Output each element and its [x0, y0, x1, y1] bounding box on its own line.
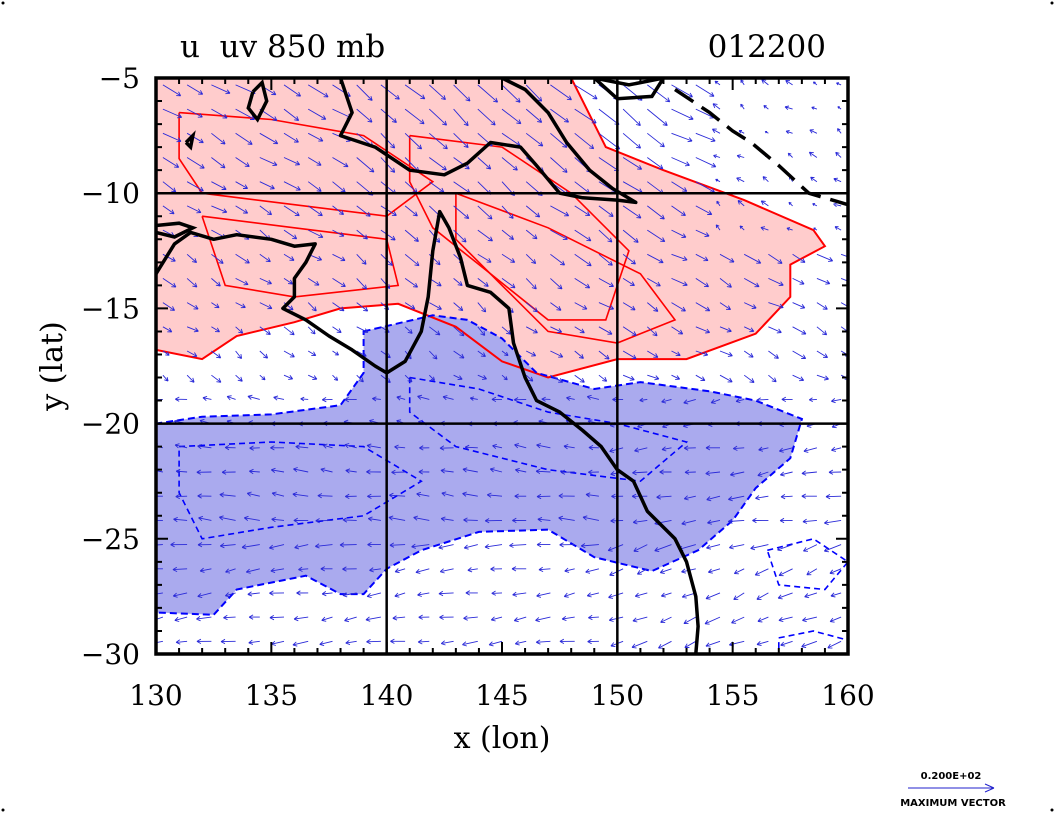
x-tick-label: 130 [129, 679, 182, 712]
positive-u-region [156, 78, 825, 378]
y-tick-label: −30 [81, 638, 140, 671]
shaded-contour-regions [156, 78, 825, 615]
new-guinea-coastline [338, 78, 638, 205]
negative-u-contour [408, 376, 689, 483]
x-axis-label: x (lon) [454, 721, 551, 756]
chart-title: u uv 850 mb [180, 29, 385, 65]
positive-u-contour [201, 215, 400, 298]
y-tick-labels: −5 −10 −15 −20 −25 −30 [81, 62, 140, 671]
negative-u-contour [178, 441, 423, 540]
grid-lines [156, 78, 848, 654]
positive-u-contour [156, 78, 827, 379]
axis-ticks [155, 77, 849, 655]
date-label: 012200 [708, 29, 826, 65]
y-tick-label: −10 [81, 177, 140, 210]
y-tick-label: −5 [99, 62, 140, 95]
x-tick-label: 145 [475, 679, 528, 712]
x-tick-labels: 130 135 140 145 150 155 160 [129, 679, 874, 712]
positive-u-contour [408, 134, 630, 321]
island-coastline [156, 221, 198, 239]
vector-legend: 0.200E+02 MAXIMUM VECTOR [900, 771, 1006, 809]
tick-marks [155, 77, 849, 655]
negative-u-region [156, 315, 802, 615]
island-coastline [184, 130, 196, 151]
y-tick-label: −25 [81, 523, 140, 556]
wind-vectors [156, 79, 848, 649]
x-tick-label: 135 [245, 679, 298, 712]
y-tick-label: −20 [81, 408, 140, 441]
y-axis-label: y (lat) [35, 321, 70, 411]
island-coastline [593, 78, 666, 101]
australia-coastline [156, 209, 700, 654]
x-tick-label: 140 [360, 679, 413, 712]
vector-legend-magnitude: 0.200E+02 [921, 771, 982, 782]
reference-vector-arrowhead [984, 783, 995, 793]
vector-legend-caption: MAXIMUM VECTOR [900, 798, 1006, 809]
wind-vector-field [156, 79, 848, 649]
contour-lines [156, 78, 848, 654]
negative-u-contour [156, 314, 804, 616]
island-coastline [246, 79, 269, 123]
x-tick-label: 160 [821, 679, 874, 712]
y-tick-label: −15 [81, 292, 140, 325]
x-tick-label: 150 [591, 679, 644, 712]
x-tick-label: 155 [706, 679, 759, 712]
